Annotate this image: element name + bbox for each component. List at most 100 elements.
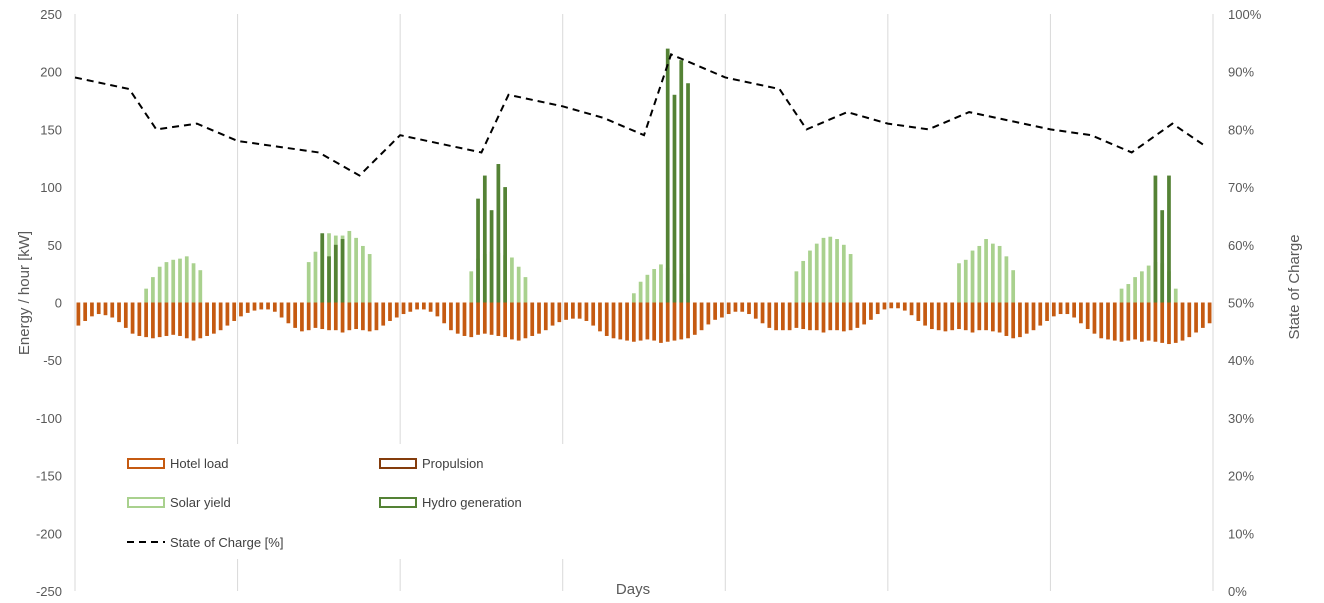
- hotel-bar: [503, 302, 507, 338]
- hotel-bar: [117, 302, 121, 323]
- y-tick-label: 50: [48, 238, 62, 253]
- y-tick-label: -150: [36, 469, 62, 484]
- hotel-bar: [469, 302, 474, 338]
- solar-bar: [808, 250, 812, 303]
- hotel-bar: [591, 302, 596, 326]
- hotel-bar: [814, 302, 819, 331]
- hotel-bar: [83, 302, 88, 321]
- hotel-bar: [171, 302, 176, 335]
- hotel-bar: [841, 302, 846, 332]
- hotel-bar: [774, 302, 778, 331]
- hotel-bar: [625, 302, 629, 341]
- hotel-bar: [401, 302, 406, 315]
- hotel-bar: [733, 302, 738, 312]
- hydro-bar: [665, 48, 670, 303]
- hotel-bar: [327, 302, 331, 331]
- solar-bar: [523, 277, 528, 303]
- y2-axis-title: State of Charge: [1286, 234, 1303, 339]
- hotel-bar: [1099, 302, 1104, 339]
- y-axis-title: Energy / hour [kW]: [16, 231, 33, 355]
- hotel-bar: [902, 302, 907, 311]
- legend-swatch-propulsion: [379, 458, 417, 469]
- y2-tick-label: 70%: [1228, 180, 1254, 195]
- y-tick-label: 150: [40, 122, 62, 137]
- hotel-bar: [259, 302, 264, 310]
- hotel-bar: [306, 302, 311, 331]
- hotel-bar: [496, 302, 501, 336]
- hotel-bar: [713, 302, 717, 320]
- hotel-bar: [537, 302, 541, 334]
- hotel-bar: [889, 302, 894, 309]
- hotel-bar: [205, 302, 209, 336]
- solar-bar: [957, 263, 961, 303]
- solar-bar: [1119, 288, 1124, 303]
- hotel-bar: [706, 302, 711, 325]
- x-axis-title-background: [604, 574, 662, 598]
- solar-bar: [963, 259, 968, 303]
- hotel-bar: [340, 302, 345, 333]
- hotel-bar: [225, 302, 230, 326]
- hotel-bar: [279, 302, 284, 318]
- hotel-bar: [869, 302, 873, 320]
- hotel-bar: [90, 302, 94, 317]
- solar-bar: [821, 237, 826, 303]
- hotel-bar: [1072, 302, 1076, 318]
- hotel-bar: [835, 302, 839, 331]
- hotel-bar: [442, 302, 447, 324]
- hotel-bar: [137, 302, 142, 336]
- hotel-bar: [300, 302, 304, 332]
- hotel-bar: [665, 302, 670, 342]
- hotel-bar: [1045, 302, 1049, 321]
- solar-bar: [801, 260, 806, 303]
- hotel-bar: [449, 302, 453, 331]
- hotel-bar: [882, 302, 887, 310]
- hotel-bar: [1092, 302, 1097, 334]
- y2-tick-label: 30%: [1228, 411, 1254, 426]
- hotel-bar: [753, 302, 758, 319]
- y-tick-label: 0: [55, 296, 62, 311]
- right-y-axis: 100% 90% 80% 70% 60% 50% 40% 30% 20% 10% 0%: [1228, 7, 1262, 599]
- solar-bar: [1004, 256, 1009, 303]
- solar-bar: [1173, 288, 1178, 303]
- legend-label-propulsion: Propulsion: [422, 456, 483, 471]
- solar-bar: [970, 250, 975, 303]
- solar-bar: [469, 271, 474, 303]
- hotel-bar: [1160, 302, 1165, 343]
- hydro-bar: [672, 94, 677, 303]
- solar-bar: [1133, 277, 1137, 303]
- hotel-bar: [747, 302, 751, 315]
- hotel-bar: [957, 302, 961, 330]
- grid-lines: [74, 14, 1214, 591]
- hydro-bar: [1167, 175, 1171, 303]
- hotel-bar: [699, 302, 704, 331]
- solar-bar: [1140, 271, 1144, 303]
- solar-bar: [144, 288, 148, 303]
- hotel-bar: [564, 302, 568, 320]
- hydro-bar: [489, 210, 494, 303]
- hotel-bar: [394, 302, 399, 318]
- hotel-bar: [218, 302, 223, 331]
- legend-swatch-solar: [127, 497, 165, 508]
- hotel-bar: [388, 302, 392, 321]
- hydro-bar: [503, 187, 507, 303]
- hotel-bar: [821, 302, 826, 333]
- hotel-bar: [178, 302, 182, 336]
- hotel-bar: [1058, 302, 1063, 315]
- solar-bar: [652, 269, 657, 303]
- hotel-bar: [740, 302, 745, 312]
- solar-bar: [164, 262, 169, 303]
- hotel-bar: [896, 302, 900, 309]
- solar-bar: [977, 245, 982, 303]
- solar-bar: [1146, 265, 1151, 303]
- hotel-bar: [631, 302, 636, 342]
- hotel-bar: [1112, 302, 1117, 341]
- legend-label-solar: Solar yield: [170, 495, 231, 510]
- legend-label-soc: State of Charge [%]: [170, 535, 283, 550]
- hotel-bar: [1024, 302, 1029, 334]
- hotel-bar: [191, 302, 196, 341]
- hotel-bar: [1004, 302, 1009, 336]
- hotel-bar: [970, 302, 975, 333]
- solar-bar: [997, 245, 1002, 303]
- hotel-bar: [801, 302, 806, 330]
- x-axis-title: Days: [616, 581, 650, 598]
